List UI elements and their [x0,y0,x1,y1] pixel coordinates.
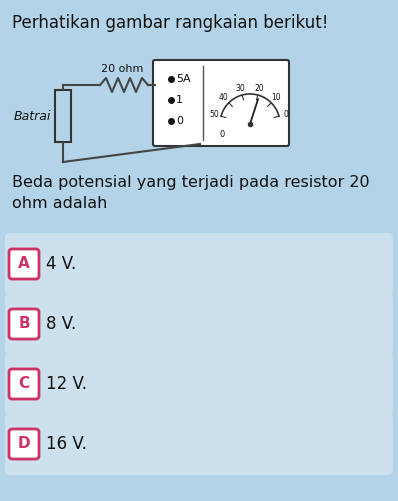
Text: 0: 0 [283,110,288,119]
Text: D: D [18,436,30,451]
FancyBboxPatch shape [9,429,39,459]
Text: 1: 1 [176,95,183,105]
FancyBboxPatch shape [9,369,39,399]
Text: 5A: 5A [176,74,191,84]
FancyBboxPatch shape [55,90,71,142]
FancyBboxPatch shape [5,293,393,355]
Text: 40: 40 [219,93,229,102]
Text: 50: 50 [209,110,219,119]
Text: 20: 20 [255,84,264,93]
Text: 8 V.: 8 V. [46,315,76,333]
FancyBboxPatch shape [9,309,39,339]
Text: 0: 0 [176,116,183,126]
Text: 30: 30 [236,84,245,93]
FancyBboxPatch shape [5,233,393,295]
FancyBboxPatch shape [5,353,393,415]
Text: 12 V.: 12 V. [46,375,87,393]
Text: 0: 0 [219,130,224,139]
Text: 16 V.: 16 V. [46,435,87,453]
Text: Perhatikan gambar rangkaian berikut!: Perhatikan gambar rangkaian berikut! [12,14,328,32]
Text: Batrai: Batrai [14,110,51,123]
Text: 4 V.: 4 V. [46,255,76,273]
Text: Beda potensial yang terjadi pada resistor 20
ohm adalah: Beda potensial yang terjadi pada resisto… [12,175,370,211]
FancyBboxPatch shape [5,413,393,475]
Text: C: C [18,376,29,391]
Text: 20 ohm: 20 ohm [101,64,143,74]
Text: A: A [18,257,30,272]
Text: 10: 10 [271,93,281,102]
FancyBboxPatch shape [9,249,39,279]
Text: B: B [18,317,30,332]
FancyBboxPatch shape [153,60,289,146]
